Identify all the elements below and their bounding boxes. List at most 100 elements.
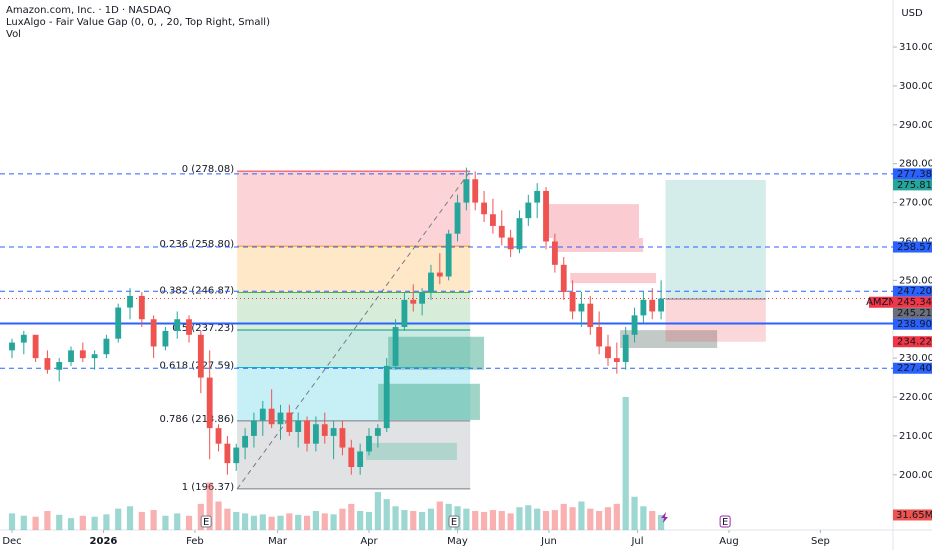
candle-body [622,334,629,363]
x-tick-label: Jun [540,536,557,547]
volume-bar [640,506,647,530]
volume-bar [277,515,284,530]
candle-body [578,303,585,312]
candle-body [392,327,399,366]
candle-body [286,412,293,433]
price-label-box [893,168,932,180]
x-tick-label: Feb [186,536,204,547]
candle-body [20,334,27,343]
volume-bar [259,514,266,530]
candle-body [127,295,133,308]
candle-body [525,202,532,219]
volume-bar [463,508,470,530]
candle-body [150,319,157,347]
candle-body [490,214,496,226]
volume-bar [578,501,585,530]
volume-bar [374,492,381,530]
volume-bar [596,511,603,530]
y-tick-label: 290.00 [899,120,932,131]
candle-body [339,428,346,448]
event-marker [719,515,731,528]
volume-bar [587,508,594,530]
candle-body [330,428,337,436]
volume-bar [410,511,417,530]
volume-bar [115,508,122,530]
volume-bar [162,515,169,530]
candle-body [259,408,266,421]
volume-bar [185,515,193,530]
price-label-box [893,285,932,297]
volume-bar [525,505,532,530]
volume-label-box [893,509,932,521]
candle-body [481,202,487,215]
candle-body [613,358,620,363]
candle-body [498,225,505,238]
price-tag-name: AMZN [866,297,896,308]
volume-bar [8,513,16,530]
candle-body [374,428,381,436]
y-tick-label: 230.00 [899,353,932,364]
candle-body [138,295,145,320]
volume-bar [348,503,355,530]
candle-body [658,298,665,312]
volume-bar [649,511,656,530]
y-tick-label: 310.00 [899,42,932,53]
price-label-box [893,296,932,308]
price-label-box [893,179,932,191]
event-label: E [451,517,457,528]
candle-body [79,350,86,359]
volume-legend: Vol [6,29,21,40]
chart-title: Amazon.com, Inc. · 1D · NASDAQ [6,5,171,16]
y-tick-label: 250.00 [899,275,932,286]
candle-body [560,264,567,293]
fvg-box [378,383,480,420]
candle-body [206,377,213,429]
candle-body [186,319,192,335]
price-label: 227.40 [897,363,932,374]
price-label: 245.34 [897,297,932,308]
volume-bar [295,514,302,530]
volume-bar [419,511,426,530]
fib-label: 0.5 (237.23) [172,323,234,334]
candle-body [543,190,549,242]
fvg-box [366,442,457,461]
volume-bar [79,515,86,530]
volume-bar [339,508,346,530]
volume-bar [534,508,541,530]
candle-body [507,237,514,250]
y-tick-label: 220.00 [899,392,932,403]
candle-body [383,365,390,429]
price-label-box [893,307,932,319]
volume-bar [215,501,222,530]
candle-body [348,447,355,468]
price-label-box [893,362,932,374]
fvg-box [570,272,657,284]
x-tick-label: Dec [2,536,21,547]
volume-bar [286,513,293,530]
candle-body [428,272,434,293]
price-label-box [893,318,932,330]
x-tick-label: Mar [268,536,288,547]
x-tick-label: Jul [630,536,643,547]
fib-label: 0.618 (227.59) [160,361,235,372]
fib-label: 0 (278.08) [182,164,234,175]
volume-bar [150,510,157,530]
candle-body [268,408,275,425]
volume-bar [174,513,181,530]
fib-band [237,171,471,247]
y-tick-label: 270.00 [899,198,932,209]
candle-body [174,319,181,331]
candle-body [596,327,603,347]
volume-bar [91,516,98,530]
y-tick-label: 200.00 [899,470,932,481]
x-tick-label: Sep [811,536,830,547]
volume-bar [569,507,576,530]
candle-body [357,451,364,468]
candle-body [32,334,39,359]
position-stop [665,298,766,342]
fvg-box [388,336,485,370]
volume-bar [542,511,550,530]
candle-body [224,443,231,464]
